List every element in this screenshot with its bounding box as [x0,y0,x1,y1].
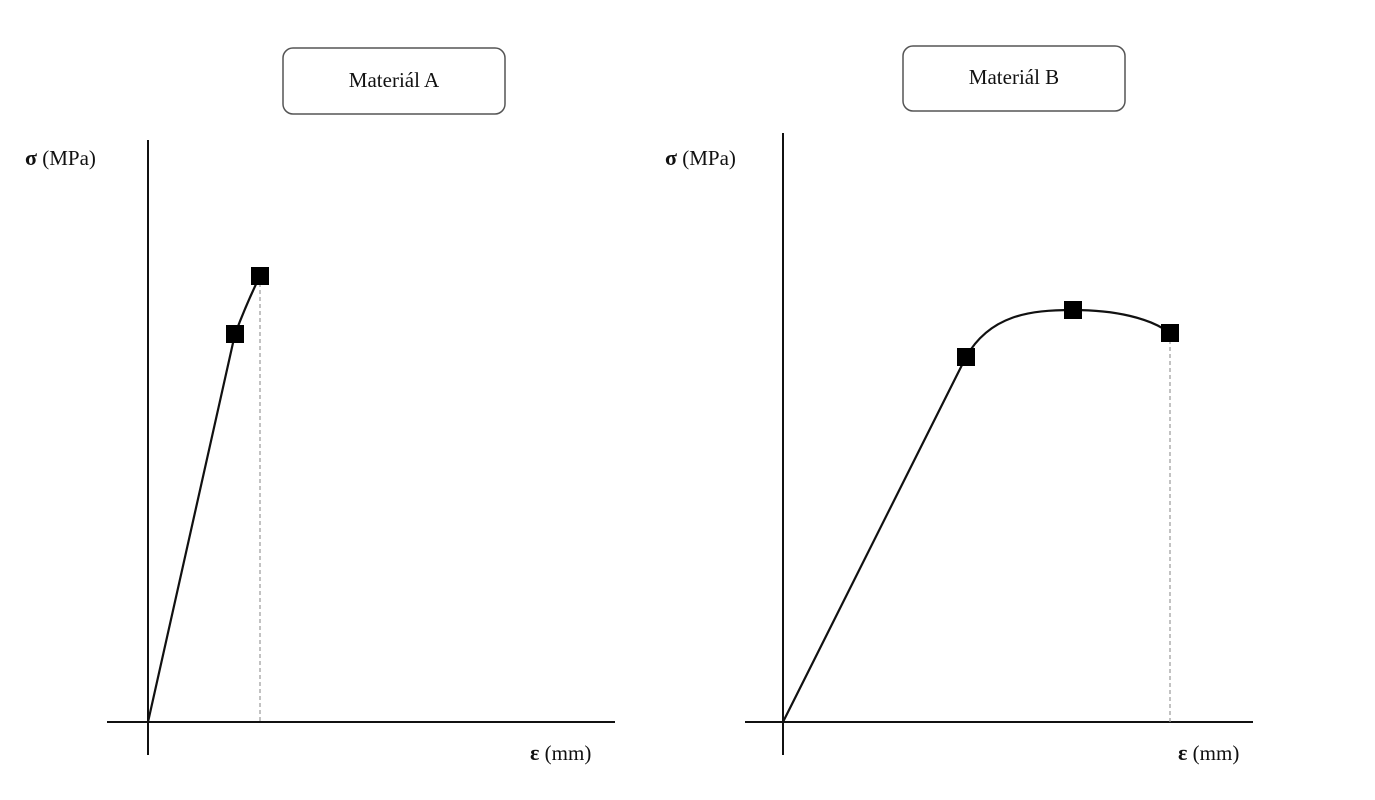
y-unit: (MPa) [42,146,96,170]
y-symbol: σ [665,145,677,170]
title-box [902,45,1126,112]
point [226,325,244,343]
y-axis-label: σ (MPa) [665,145,736,170]
title-box [282,47,506,115]
x-unit: (mm) [545,741,592,765]
curve [782,308,1171,723]
diagram-a: Materiál A σ (MPa) ε (mm) [25,47,615,765]
diagram-b: Materiál B σ (MPa) ε (mm) [665,45,1253,765]
title: Materiál A [349,68,440,92]
x-unit: (mm) [1193,741,1240,765]
x-symbol: ε [530,740,539,765]
point [957,348,975,366]
y-symbol: σ [25,145,37,170]
x-axis-label: ε (mm) [1178,740,1239,765]
point [1161,324,1179,342]
y-unit: (MPa) [682,146,736,170]
title: Materiál B [969,65,1059,89]
y-axis-label: σ (MPa) [25,145,96,170]
x-symbol: ε [1178,740,1187,765]
point [1064,301,1082,319]
x-axis-label: ε (mm) [530,740,591,765]
point [251,267,269,285]
